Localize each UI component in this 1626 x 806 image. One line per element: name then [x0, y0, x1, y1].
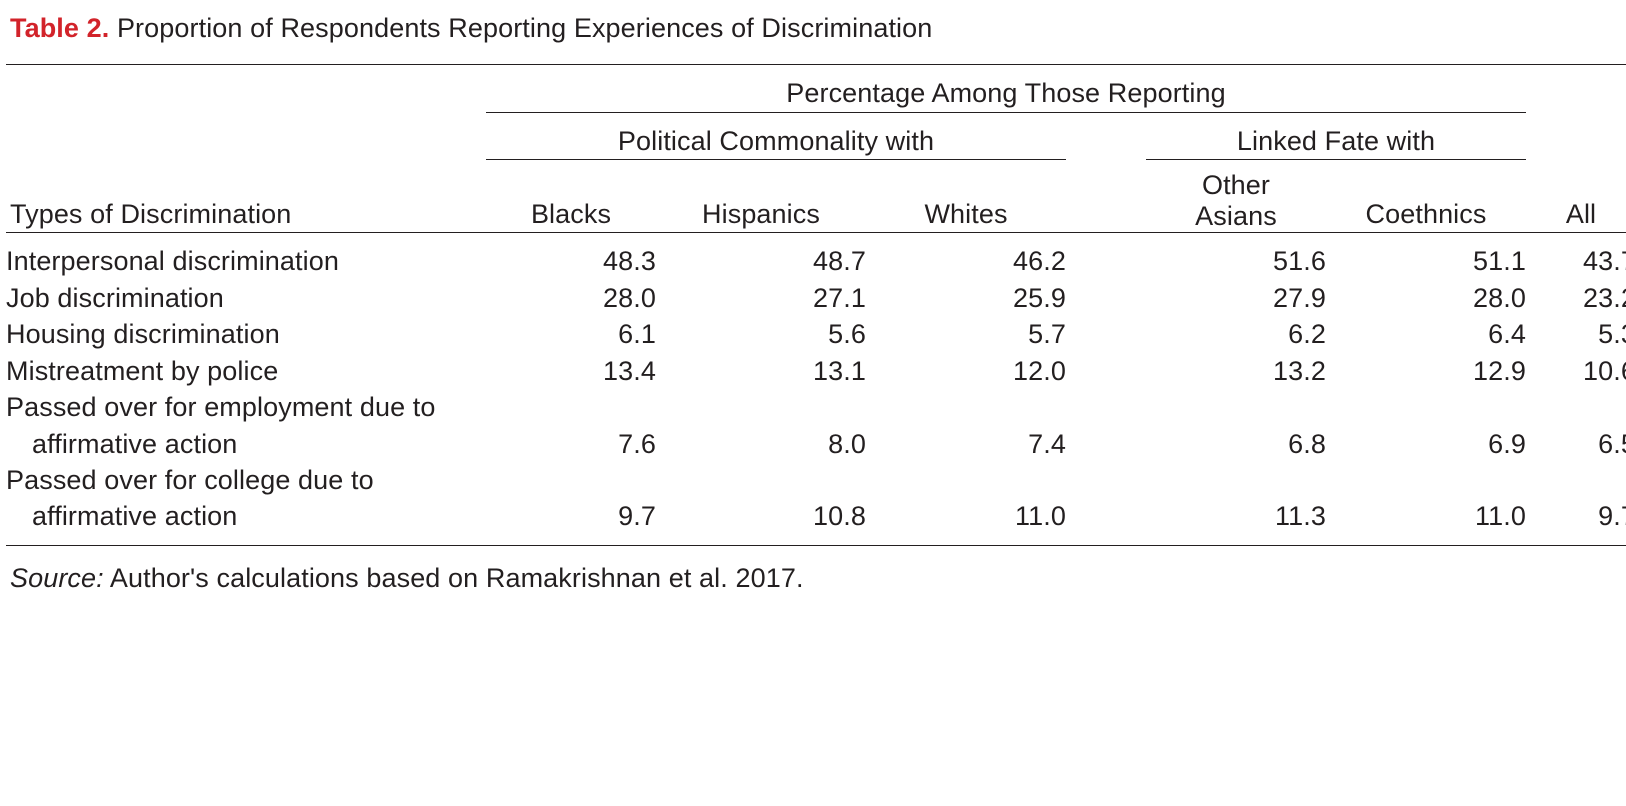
row-label: Passed over for employment due to affirm…: [6, 389, 486, 462]
gap-cell: [1066, 389, 1146, 462]
row-label-text: Mistreatment by police: [6, 353, 486, 389]
header-col-asians: Other Asians: [1146, 170, 1326, 232]
row-label: Job discrimination: [6, 280, 486, 316]
cell-value: 11.0: [866, 462, 1066, 535]
header-col-hispanics: Hispanics: [656, 170, 866, 232]
cell-value: 43.7: [1526, 243, 1626, 279]
cell-value: 10.6: [1526, 353, 1626, 389]
row-label: Housing discrimination: [6, 316, 486, 352]
cell-value: 6.8: [1146, 389, 1326, 462]
header-col-blacks: Blacks: [486, 170, 656, 232]
cell-value: 51.6: [1146, 243, 1326, 279]
cell-value: 46.2: [866, 243, 1066, 279]
gap-cell: [1066, 462, 1146, 535]
source-text: Author's calculations based on Ramakrish…: [110, 563, 804, 593]
cell-value: 6.9: [1326, 389, 1526, 462]
cell-value: 51.1: [1326, 243, 1526, 279]
cell-value: 28.0: [1326, 280, 1526, 316]
data-table: Percentage Among Those Reporting Politic…: [6, 64, 1626, 545]
table-title-text: Proportion of Respondents Reporting Expe…: [117, 13, 932, 43]
table-number-label: Table 2.: [10, 13, 109, 43]
header-col-whites: Whites: [866, 170, 1066, 232]
cell-value: 27.9: [1146, 280, 1326, 316]
cell-value: 48.7: [656, 243, 866, 279]
gap-cell: [1066, 280, 1146, 316]
header-group-linked: Linked Fate with: [1146, 123, 1526, 160]
cell-value: 10.8: [656, 462, 866, 535]
gap-cell: [1066, 316, 1146, 352]
cell-value: 7.6: [486, 389, 656, 462]
cell-value: 7.4: [866, 389, 1066, 462]
cell-value: 6.1: [486, 316, 656, 352]
row-label: Interpersonal discrimination: [6, 243, 486, 279]
header-row-super: Percentage Among Those Reporting: [6, 75, 1626, 112]
header-group-political: Political Commonality with: [486, 123, 1066, 160]
table-source: Source: Author's calculations based on R…: [6, 546, 1620, 596]
cell-value: 5.7: [866, 316, 1066, 352]
gap-cell: [1066, 243, 1146, 279]
cell-value: 13.2: [1146, 353, 1326, 389]
cell-value: 9.7: [486, 462, 656, 535]
table-figure: Table 2. Proportion of Respondents Repor…: [0, 0, 1626, 602]
gap-cell: [1066, 353, 1146, 389]
header-super: Percentage Among Those Reporting: [486, 75, 1526, 112]
row-label-text: Passed over for college due to affirmati…: [6, 462, 486, 535]
table-row: Mistreatment by police13.413.112.0 13.212…: [6, 353, 1626, 389]
row-label-text: Job discrimination: [6, 280, 486, 316]
table-row: Interpersonal discrimination48.348.746.2…: [6, 243, 1626, 279]
cell-value: 23.2: [1526, 280, 1626, 316]
header-row-cols: Types of Discrimination Blacks Hispanics…: [6, 170, 1626, 232]
cell-value: 12.9: [1326, 353, 1526, 389]
row-label: Mistreatment by police: [6, 353, 486, 389]
header-row-groups: Political Commonality with Linked Fate w…: [6, 123, 1626, 160]
cell-value: 28.0: [486, 280, 656, 316]
table-row: Passed over for college due to affirmati…: [6, 462, 1626, 535]
header-col-coethnics: Coethnics: [1326, 170, 1526, 232]
cell-value: 5.3: [1526, 316, 1626, 352]
header-col-asians-line1: Other: [1202, 170, 1270, 200]
table-title: Table 2. Proportion of Respondents Repor…: [6, 10, 1620, 64]
cell-value: 5.6: [656, 316, 866, 352]
spacer: [6, 65, 1626, 75]
cell-value: 6.4: [1326, 316, 1526, 352]
row-label-text: Passed over for employment due to affirm…: [6, 389, 486, 462]
cell-value: 11.3: [1146, 462, 1326, 535]
table-row: Housing discrimination6.15.65.7 6.26.45.3: [6, 316, 1626, 352]
cell-value: 9.7: [1526, 462, 1626, 535]
spacer: [6, 160, 1626, 171]
row-label: Passed over for college due to affirmati…: [6, 462, 486, 535]
cell-value: 6.2: [1146, 316, 1326, 352]
cell-value: 12.0: [866, 353, 1066, 389]
header-col-asians-line2: Asians: [1195, 201, 1277, 231]
cell-value: 48.3: [486, 243, 656, 279]
cell-value: 11.0: [1326, 462, 1526, 535]
row-label-text: Interpersonal discrimination: [6, 243, 486, 279]
spacer: [6, 233, 1626, 244]
spacer: [6, 535, 1626, 545]
cell-value: 13.1: [656, 353, 866, 389]
table-row: Job discrimination28.027.125.927.928.023…: [6, 280, 1626, 316]
source-label: Source:: [10, 563, 104, 593]
row-label-text: Housing discrimination: [6, 316, 486, 352]
table-row: Passed over for employment due to affirm…: [6, 389, 1626, 462]
header-col-all: All: [1526, 170, 1626, 232]
table-body: Interpersonal discrimination48.348.746.2…: [6, 243, 1626, 535]
header-rowlabel: Types of Discrimination: [6, 170, 486, 232]
cell-value: 27.1: [656, 280, 866, 316]
cell-value: 6.5: [1526, 389, 1626, 462]
spacer: [6, 112, 1626, 123]
cell-value: 8.0: [656, 389, 866, 462]
cell-value: 25.9: [866, 280, 1066, 316]
cell-value: 13.4: [486, 353, 656, 389]
